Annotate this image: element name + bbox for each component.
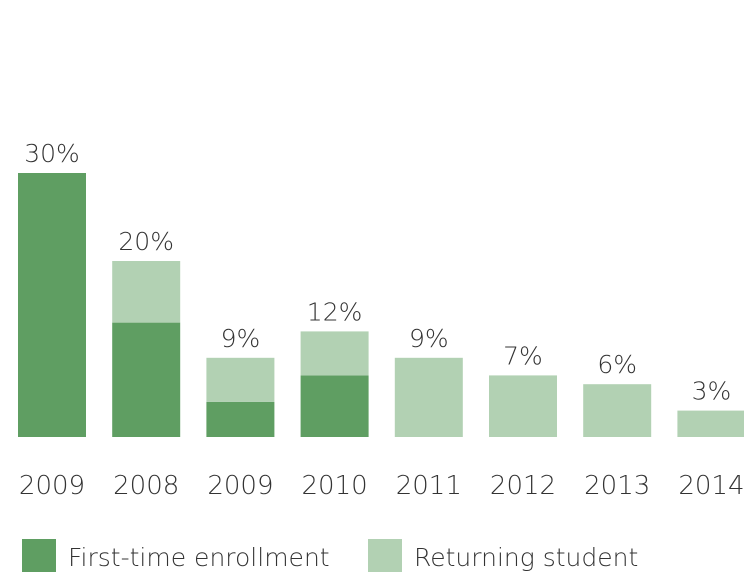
total-label: 12% xyxy=(307,297,363,326)
x-tick-label: 2014 xyxy=(678,471,744,501)
bar-segment xyxy=(206,357,275,402)
x-tick-label: 2011 xyxy=(396,471,462,501)
total-label: 9% xyxy=(409,324,449,353)
bar-segment xyxy=(300,331,369,376)
total-label: 20% xyxy=(118,227,174,256)
legend-label: First-time enrollment xyxy=(68,543,330,572)
total-label: 6% xyxy=(597,350,637,379)
x-tick-label: 2009 xyxy=(19,471,85,501)
legend-swatch xyxy=(22,539,56,572)
bar-segment xyxy=(300,375,369,437)
total-label: 7% xyxy=(503,341,543,370)
bar-segment xyxy=(677,410,744,437)
x-tick-label: 2009 xyxy=(207,471,273,501)
x-tick-label: 2013 xyxy=(584,471,650,501)
bar-segment xyxy=(489,375,557,437)
total-label: 9% xyxy=(221,324,261,353)
x-tick-label: 2008 xyxy=(113,471,179,501)
bar-segment xyxy=(112,322,181,437)
bar-segment xyxy=(18,173,86,437)
bar-segment xyxy=(583,384,652,437)
bar-segment xyxy=(112,261,181,323)
bar-segment xyxy=(394,357,463,437)
bar-segment xyxy=(206,401,275,437)
legend-label: Returning student xyxy=(414,543,638,572)
total-label: 3% xyxy=(692,377,732,406)
legend-swatch xyxy=(368,539,402,572)
x-tick-label: 2010 xyxy=(302,471,368,501)
x-tick-label: 2012 xyxy=(490,471,556,501)
total-label: 30% xyxy=(24,139,80,168)
